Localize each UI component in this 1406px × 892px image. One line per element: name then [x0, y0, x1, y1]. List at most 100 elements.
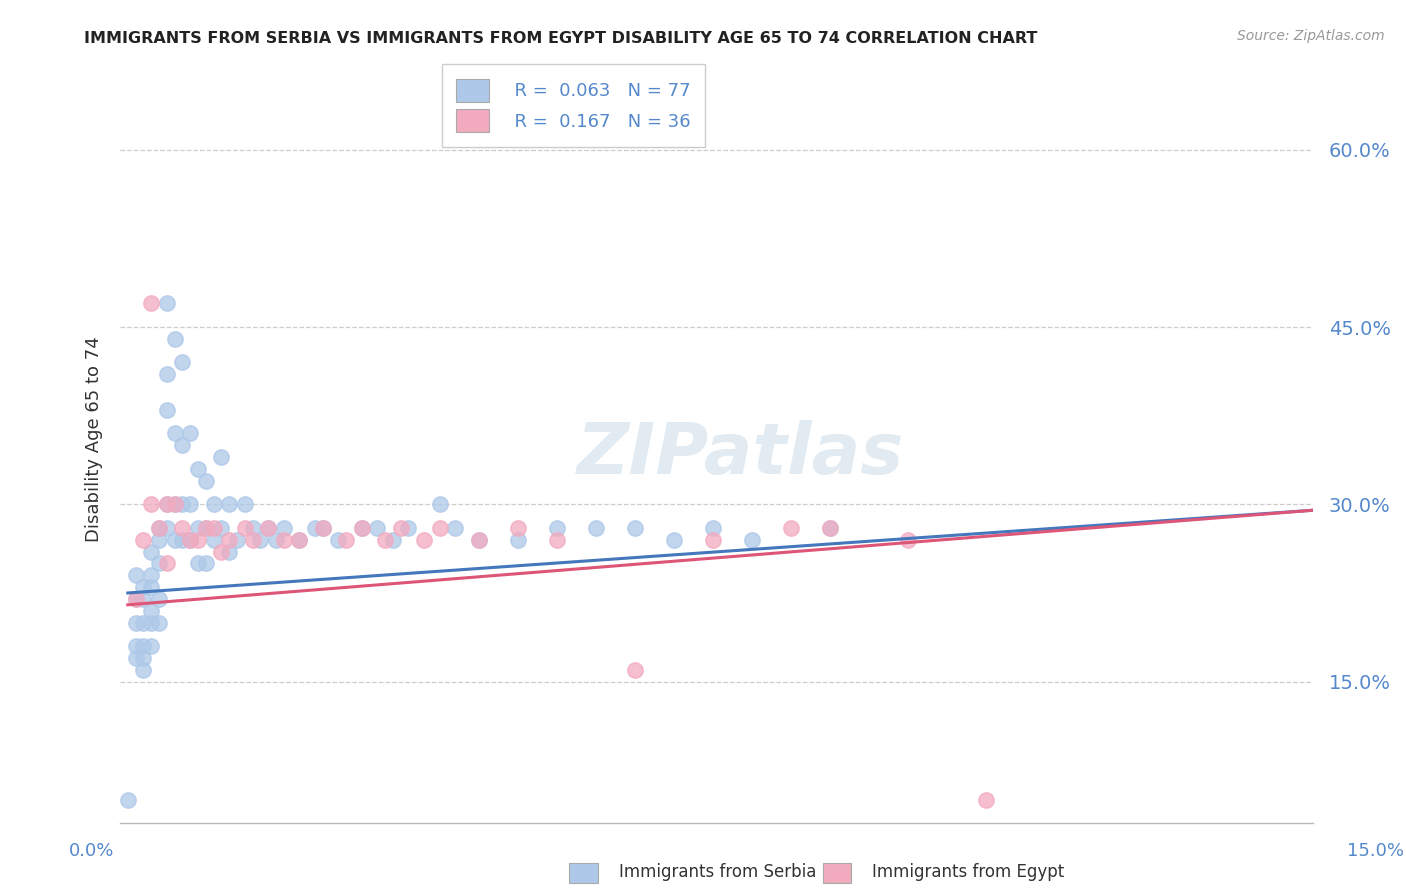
- Point: [194, 557, 217, 571]
- Point: [429, 521, 451, 535]
- Point: [187, 462, 209, 476]
- Point: [148, 521, 170, 535]
- Point: [172, 533, 194, 547]
- Point: [218, 544, 240, 558]
- Point: [662, 533, 685, 547]
- Point: [209, 544, 232, 558]
- Point: [179, 533, 201, 547]
- Point: [163, 497, 186, 511]
- Point: [156, 497, 179, 511]
- Point: [141, 580, 163, 594]
- Point: [141, 604, 163, 618]
- Point: [141, 544, 163, 558]
- Point: [156, 497, 179, 511]
- Text: Immigrants from Serbia: Immigrants from Serbia: [619, 863, 815, 881]
- Point: [132, 639, 155, 653]
- Point: [546, 521, 568, 535]
- Point: [202, 521, 225, 535]
- Point: [288, 533, 311, 547]
- Point: [141, 497, 163, 511]
- Point: [179, 497, 201, 511]
- Point: [242, 533, 264, 547]
- Point: [209, 450, 232, 464]
- Point: [148, 615, 170, 630]
- Point: [233, 521, 256, 535]
- Point: [148, 533, 170, 547]
- Point: [818, 521, 841, 535]
- Point: [506, 521, 529, 535]
- Point: [366, 521, 388, 535]
- Point: [132, 533, 155, 547]
- Text: 0.0%: 0.0%: [69, 842, 114, 860]
- Point: [264, 533, 287, 547]
- Point: [273, 533, 295, 547]
- Point: [163, 533, 186, 547]
- Point: [381, 533, 404, 547]
- Point: [974, 793, 997, 807]
- Point: [257, 521, 280, 535]
- Point: [124, 568, 146, 582]
- Point: [374, 533, 396, 547]
- Point: [117, 793, 139, 807]
- Point: [172, 521, 194, 535]
- Point: [226, 533, 249, 547]
- Point: [163, 497, 186, 511]
- Point: [413, 533, 436, 547]
- Point: [141, 568, 163, 582]
- Point: [148, 521, 170, 535]
- Text: IMMIGRANTS FROM SERBIA VS IMMIGRANTS FROM EGYPT DISABILITY AGE 65 TO 74 CORRELAT: IMMIGRANTS FROM SERBIA VS IMMIGRANTS FRO…: [84, 31, 1038, 46]
- Point: [156, 557, 179, 571]
- Point: [163, 426, 186, 441]
- Point: [194, 474, 217, 488]
- Point: [179, 533, 201, 547]
- Point: [187, 557, 209, 571]
- Point: [141, 615, 163, 630]
- Point: [156, 296, 179, 310]
- Text: Source: ZipAtlas.com: Source: ZipAtlas.com: [1237, 29, 1385, 43]
- Point: [187, 521, 209, 535]
- Point: [741, 533, 763, 547]
- Point: [779, 521, 801, 535]
- Point: [288, 533, 311, 547]
- Point: [467, 533, 489, 547]
- Point: [585, 521, 607, 535]
- Point: [141, 639, 163, 653]
- Point: [273, 521, 295, 535]
- Text: ZIPatlas: ZIPatlas: [576, 420, 904, 489]
- Point: [124, 591, 146, 606]
- Point: [172, 497, 194, 511]
- Point: [156, 402, 179, 417]
- Point: [335, 533, 357, 547]
- Point: [124, 615, 146, 630]
- Point: [312, 521, 335, 535]
- Legend:   R =  0.063   N = 77,   R =  0.167   N = 36: R = 0.063 N = 77, R = 0.167 N = 36: [441, 64, 704, 146]
- Y-axis label: Disability Age 65 to 74: Disability Age 65 to 74: [86, 336, 103, 542]
- Point: [172, 438, 194, 452]
- Point: [172, 355, 194, 369]
- Point: [896, 533, 918, 547]
- Point: [148, 591, 170, 606]
- Point: [132, 651, 155, 665]
- Point: [132, 663, 155, 677]
- Point: [148, 557, 170, 571]
- Point: [202, 497, 225, 511]
- Point: [179, 426, 201, 441]
- Point: [156, 521, 179, 535]
- Point: [623, 521, 645, 535]
- Point: [398, 521, 420, 535]
- Point: [218, 533, 240, 547]
- Point: [187, 533, 209, 547]
- Point: [444, 521, 467, 535]
- Point: [304, 521, 326, 535]
- Point: [623, 663, 645, 677]
- Point: [249, 533, 271, 547]
- Point: [124, 639, 146, 653]
- Point: [702, 521, 724, 535]
- Point: [124, 591, 146, 606]
- Text: 15.0%: 15.0%: [1347, 842, 1403, 860]
- Point: [506, 533, 529, 547]
- Point: [429, 497, 451, 511]
- Point: [350, 521, 373, 535]
- Point: [233, 497, 256, 511]
- Point: [124, 651, 146, 665]
